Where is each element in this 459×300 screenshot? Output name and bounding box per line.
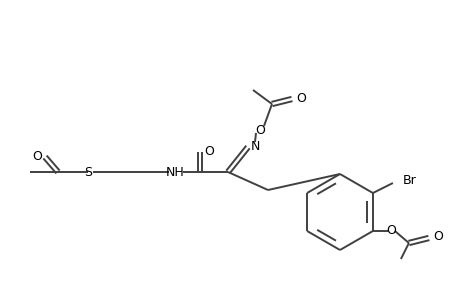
Text: S: S	[84, 166, 92, 178]
Text: Br: Br	[402, 175, 416, 188]
Text: O: O	[296, 92, 305, 104]
Text: O: O	[432, 230, 442, 244]
Text: O: O	[254, 124, 264, 136]
Text: O: O	[204, 145, 213, 158]
Text: NH: NH	[165, 166, 184, 178]
Text: O: O	[32, 149, 42, 163]
Text: O: O	[385, 224, 395, 236]
Text: N: N	[250, 140, 259, 152]
